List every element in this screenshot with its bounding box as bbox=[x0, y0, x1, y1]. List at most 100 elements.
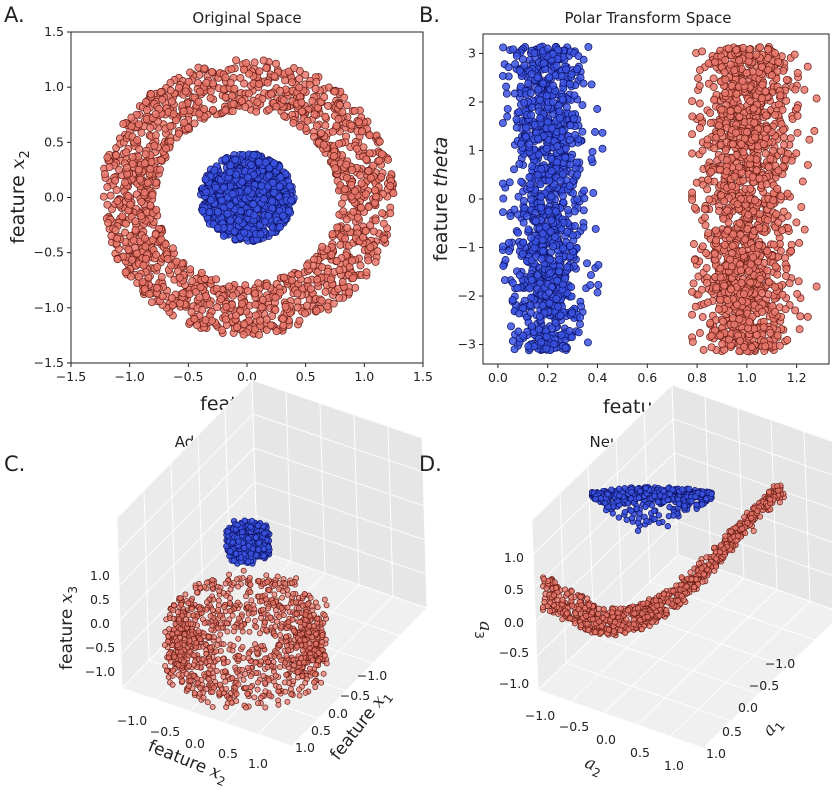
outer-point bbox=[276, 86, 285, 95]
outer-point bbox=[338, 278, 347, 286]
outer-point bbox=[252, 107, 261, 116]
outer-point bbox=[111, 226, 120, 235]
outer-point bbox=[689, 279, 698, 288]
outer-point bbox=[348, 256, 356, 265]
panel-a-y-ticks: −1.5−1.0−0.50.00.51.01.5 bbox=[34, 24, 71, 370]
outer-point bbox=[704, 175, 712, 184]
inner-point bbox=[563, 228, 572, 236]
inner-point bbox=[549, 97, 557, 106]
outer-point bbox=[773, 331, 782, 340]
inner-point bbox=[515, 309, 524, 318]
outer-point bbox=[151, 131, 160, 140]
outer-point bbox=[280, 111, 289, 120]
outer-point bbox=[709, 74, 718, 83]
outer-point bbox=[163, 255, 172, 263]
inner-point bbox=[565, 327, 574, 335]
inner-point bbox=[228, 190, 237, 199]
inner-point bbox=[505, 247, 514, 256]
inner-point bbox=[576, 313, 585, 322]
outer-point bbox=[152, 205, 161, 214]
y-tick-label: 0.5 bbox=[44, 134, 64, 149]
inner-point bbox=[567, 70, 576, 79]
outer-point bbox=[175, 273, 184, 282]
outer-point bbox=[172, 257, 181, 266]
inner-point bbox=[527, 195, 536, 204]
outer-point bbox=[695, 124, 704, 132]
inner-point bbox=[527, 276, 536, 285]
inner-point bbox=[542, 91, 551, 100]
inner-point bbox=[498, 208, 507, 217]
outer-point bbox=[364, 203, 373, 212]
outer-point bbox=[795, 325, 804, 334]
inner-point bbox=[514, 108, 523, 117]
inner-point bbox=[537, 192, 545, 201]
outer-point bbox=[803, 62, 812, 71]
inner-point bbox=[573, 195, 582, 204]
inner-point bbox=[201, 175, 210, 184]
outer-point bbox=[777, 147, 786, 156]
inner-point bbox=[527, 233, 536, 242]
outer-point bbox=[168, 301, 177, 310]
inner-point bbox=[510, 165, 518, 174]
outer-point bbox=[139, 261, 148, 270]
outer-point bbox=[720, 281, 729, 290]
outer-point bbox=[115, 165, 123, 174]
outer-point bbox=[766, 154, 775, 163]
outer-point bbox=[727, 81, 736, 90]
outer-point bbox=[113, 197, 122, 206]
outer-point bbox=[121, 219, 130, 228]
inner-point bbox=[547, 124, 556, 133]
outer-point bbox=[336, 240, 345, 249]
inner-point bbox=[555, 107, 564, 116]
outer-point bbox=[775, 341, 784, 350]
inner-point bbox=[498, 179, 507, 188]
outer-point bbox=[386, 209, 395, 218]
outer-point bbox=[196, 283, 205, 292]
outer-point bbox=[279, 314, 287, 323]
outer-point bbox=[265, 105, 273, 114]
outer-point bbox=[697, 285, 706, 294]
outer-point bbox=[350, 106, 359, 115]
outer-point bbox=[151, 110, 160, 119]
outer-point bbox=[190, 119, 199, 128]
outer-point bbox=[348, 165, 356, 174]
outer-point bbox=[347, 180, 356, 189]
outer-point bbox=[201, 292, 210, 301]
outer-point bbox=[303, 261, 312, 270]
inner-point bbox=[593, 105, 602, 113]
outer-point bbox=[692, 178, 701, 187]
inner-point bbox=[593, 288, 602, 297]
outer-point bbox=[134, 272, 143, 281]
outer-point bbox=[179, 289, 187, 298]
outer-point bbox=[371, 257, 380, 266]
outer-point bbox=[251, 289, 259, 298]
outer-point bbox=[232, 311, 240, 320]
outer-point bbox=[99, 192, 108, 201]
outer-point bbox=[795, 239, 804, 247]
outer-point bbox=[702, 278, 711, 287]
inner-point bbox=[511, 60, 520, 69]
inner-point bbox=[520, 204, 529, 213]
outer-point bbox=[798, 177, 807, 186]
outer-point bbox=[746, 260, 755, 269]
inner-point bbox=[537, 203, 545, 212]
y-tick-label: −1.0 bbox=[34, 300, 64, 315]
outer-point bbox=[330, 152, 338, 161]
outer-point bbox=[208, 79, 217, 88]
outer-point bbox=[723, 296, 732, 305]
outer-point bbox=[319, 140, 328, 149]
outer-point bbox=[176, 299, 185, 308]
outer-point bbox=[689, 240, 698, 248]
inner-point bbox=[507, 322, 515, 331]
outer-point bbox=[121, 178, 130, 187]
inner-point bbox=[552, 294, 561, 303]
inner-point bbox=[512, 51, 521, 60]
outer-point bbox=[362, 190, 370, 199]
outer-point bbox=[200, 105, 209, 114]
x-tick-label: 0.5 bbox=[296, 369, 316, 384]
outer-point bbox=[301, 309, 309, 318]
outer-point bbox=[716, 295, 725, 304]
inner-point bbox=[565, 80, 574, 89]
x-tick-label: −0.5 bbox=[173, 369, 203, 384]
inner-point bbox=[515, 66, 524, 75]
